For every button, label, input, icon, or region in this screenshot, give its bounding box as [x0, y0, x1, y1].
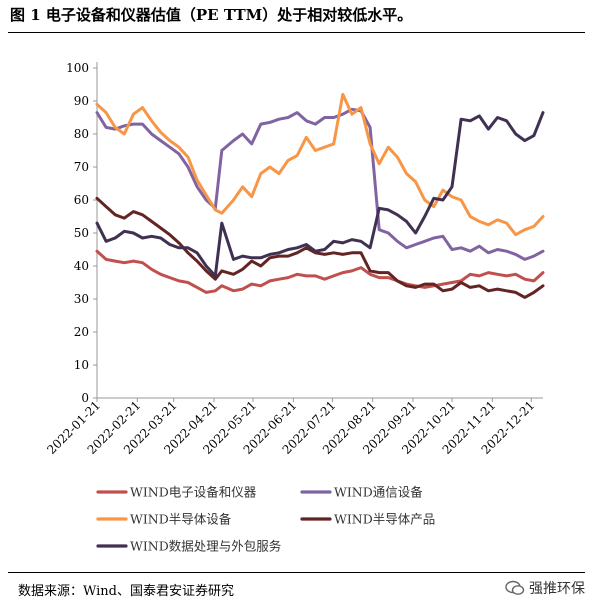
wechat-icon	[505, 580, 525, 595]
legend-label-1: WIND电子设备和仪器	[130, 485, 257, 500]
series-line-1	[95, 249, 545, 294]
line-chart: 01020304050607080901002022-01-212022-02-…	[44, 61, 545, 554]
series-line-3	[95, 92, 545, 237]
watermark: 强推环保	[505, 578, 585, 598]
y-tick-label: 50	[74, 226, 89, 240]
series-line-4	[95, 196, 545, 299]
y-tick-label: 70	[74, 160, 89, 174]
series-lines	[95, 92, 545, 299]
y-tick-label: 20	[74, 325, 89, 339]
legend-label-2: WIND通信设备	[334, 485, 423, 500]
data-source-note: 数据来源：Wind、国泰君安证券研究	[18, 584, 234, 599]
y-tick-label: 80	[74, 127, 89, 141]
title-divider	[8, 32, 585, 33]
y-tick-label: 90	[74, 94, 89, 108]
y-tick-label: 10	[74, 358, 89, 372]
legend-label-5: WIND数据处理与外包服务	[130, 539, 281, 554]
legend-label-3: WIND半导体设备	[130, 512, 232, 527]
series-line-5	[95, 111, 545, 278]
legend-label-4: WIND半导体产品	[334, 512, 435, 527]
footer-divider	[8, 572, 585, 573]
y-tick-label: 100	[66, 61, 89, 75]
watermark-text: 强推环保	[529, 581, 585, 597]
y-tick-label: 60	[74, 193, 89, 207]
figure-title: 图 1 电子设备和仪器估值（PE TTM）处于相对较低水平。	[10, 6, 413, 24]
legend: WIND电子设备和仪器 WIND通信设备 WIND半导体设备 WIND半导体产品 WIN…	[96, 485, 435, 554]
y-tick-label: 40	[74, 259, 89, 273]
series-line-2	[95, 107, 545, 261]
y-tick-label: 30	[74, 292, 89, 306]
y-tick-label: 0	[81, 391, 89, 405]
